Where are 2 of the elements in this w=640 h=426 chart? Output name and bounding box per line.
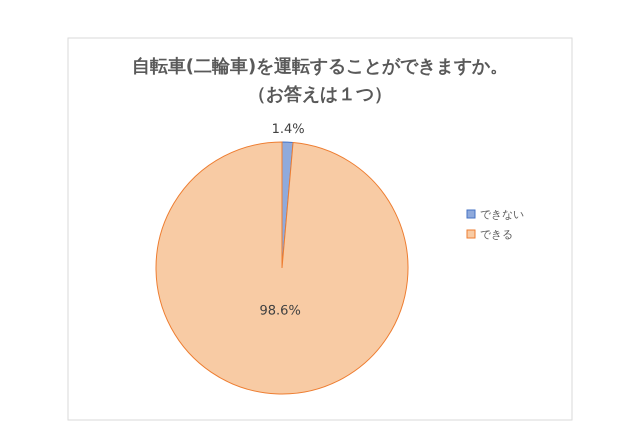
subtitle: （お答えは１つ） xyxy=(248,84,392,105)
title: 自転車(二輪車)を運転することができますか。 xyxy=(132,56,508,77)
